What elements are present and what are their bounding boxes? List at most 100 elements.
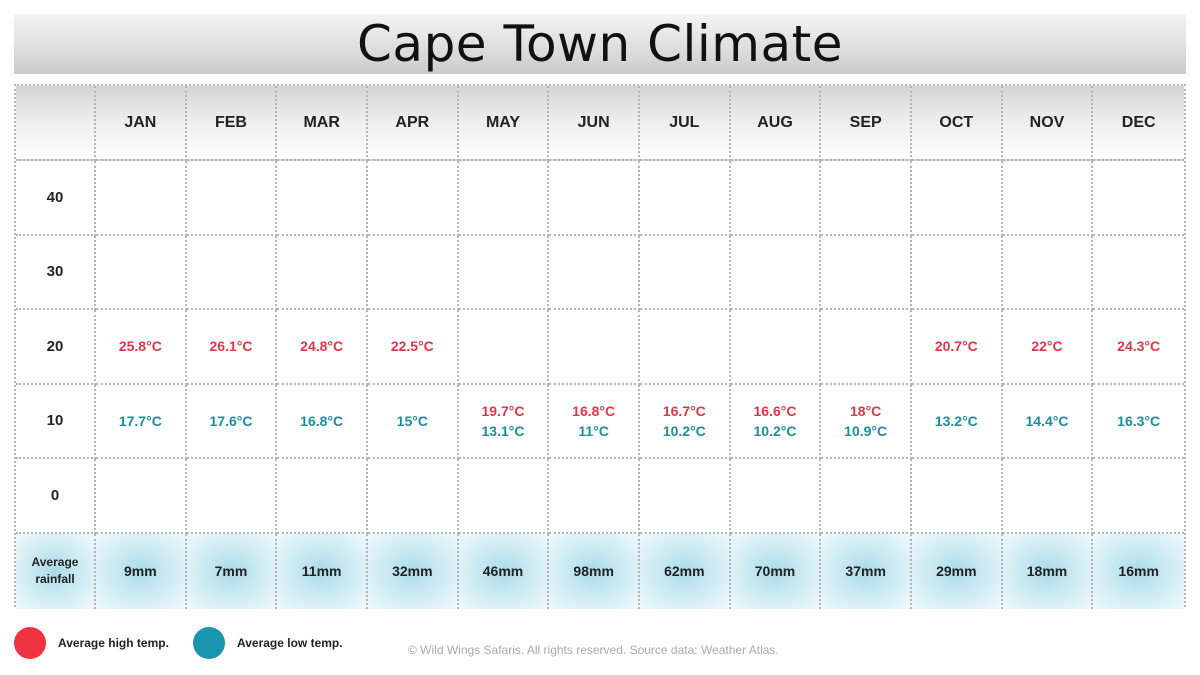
temp-cell <box>821 161 912 236</box>
temp-cell: 13.2°C <box>911 384 1003 459</box>
rainfall-value: 16mm <box>1118 563 1159 579</box>
climate-table: JAN FEB MAR APR MAY JUN JUL AUG SEP OCT NOV DEC 40 30… <box>14 84 1186 609</box>
temp-cell: 24.8°C <box>277 310 368 385</box>
temp-cell <box>1002 459 1094 534</box>
low-temp-label: 10.2°C <box>662 422 706 439</box>
temp-cell <box>911 235 1003 310</box>
month-label: OCT <box>939 113 974 131</box>
legend-high-label: Average high temp. <box>58 636 169 650</box>
low-temp-label: 13.1°C <box>481 422 525 439</box>
month-header-jan: JAN <box>96 86 187 161</box>
temp-cell: 17.6°C <box>186 384 278 459</box>
temp-cell: 22.5°C <box>367 310 459 385</box>
month-label: MAR <box>303 113 340 131</box>
temp-cell: 20.7°C <box>911 310 1003 385</box>
y-tick-text: 0 <box>50 486 60 504</box>
temp-cell <box>911 161 1003 236</box>
temp-cell <box>639 161 731 236</box>
low-temp-label: 10.9°C <box>844 422 888 439</box>
high-temp-label: 22.5°C <box>390 338 434 355</box>
rainfall-value: 98mm <box>573 563 614 579</box>
temp-cell: 16.8°C <box>277 384 368 459</box>
temp-cell <box>277 235 368 310</box>
low-temp-label: 17.7°C <box>118 412 162 429</box>
temp-cell: 26.1°C <box>186 310 278 385</box>
month-label: NOV <box>1029 113 1065 131</box>
rainfall-cell: 7mm <box>186 533 278 609</box>
high-temp-label: 24.8°C <box>300 338 344 355</box>
temp-cell <box>1093 161 1184 236</box>
low-temp-label: 16.3°C <box>1117 412 1161 429</box>
temp-cell <box>730 161 822 236</box>
high-temp-label: 18°C <box>850 402 882 419</box>
temp-cell <box>549 310 640 385</box>
rainfall-cell: 9mm <box>96 533 187 609</box>
temp-cell <box>277 459 368 534</box>
rainfall-value: 9mm <box>123 563 157 579</box>
temp-cell <box>96 161 187 236</box>
month-header-jun: JUN <box>549 86 640 161</box>
temp-cell <box>639 459 731 534</box>
rainfall-cell: 46mm <box>458 533 550 609</box>
rainfall-row-header: Average rainfall <box>16 533 96 609</box>
legend-high: Average high temp. <box>14 627 169 659</box>
rainfall-cell: 11mm <box>277 533 368 609</box>
temp-cell: 19.7°C 13.1°C <box>458 384 550 459</box>
low-temp-label: 16.8°C <box>300 412 344 429</box>
rainfall-value: 32mm <box>392 563 433 579</box>
rainfall-cell: 70mm <box>730 533 822 609</box>
y-tick-text: 20 <box>46 337 64 355</box>
month-header-aug: AUG <box>730 86 822 161</box>
temp-cell: 25.8°C <box>96 310 187 385</box>
temp-cell: 14.4°C <box>1002 384 1094 459</box>
temp-cell: 16.6°C 10.2°C <box>730 384 822 459</box>
y-tick-label: 30 <box>16 235 96 310</box>
temp-cell: 17.7°C <box>96 384 187 459</box>
temp-cell <box>821 235 912 310</box>
high-temp-label: 26.1°C <box>209 338 253 355</box>
temp-cell <box>458 161 550 236</box>
y-tick-label: 40 <box>16 161 96 236</box>
rainfall-value: 18mm <box>1026 563 1068 579</box>
month-label: JAN <box>124 113 157 131</box>
low-temp-label: 15°C <box>396 412 428 429</box>
temp-cell <box>821 310 912 385</box>
rainfall-value: 37mm <box>845 563 886 579</box>
temp-cell <box>458 235 550 310</box>
rainfall-cell: 62mm <box>639 533 731 609</box>
temp-cell <box>458 310 550 385</box>
month-header-jul: JUL <box>639 86 731 161</box>
month-label: MAY <box>485 113 521 131</box>
high-temp-dot-icon <box>14 627 46 659</box>
month-label: APR <box>395 113 430 131</box>
temp-cell <box>96 235 187 310</box>
rainfall-cell: 18mm <box>1002 533 1094 609</box>
high-temp-label: 16.6°C <box>753 402 797 419</box>
rainfall-value: 11mm <box>301 563 342 579</box>
temp-cell <box>730 310 822 385</box>
temp-cell: 16.7°C 10.2°C <box>639 384 731 459</box>
temp-cell <box>367 235 459 310</box>
month-label: AUG <box>757 113 793 131</box>
footer-credit: © Wild Wings Safaris. All rights reserve… <box>408 643 779 657</box>
temp-cell <box>1002 235 1094 310</box>
rainfall-label-line2: rainfall <box>35 572 75 586</box>
chart-title: Cape Town Climate <box>357 15 843 73</box>
temp-cell: 18°C 10.9°C <box>821 384 912 459</box>
month-header-nov: NOV <box>1002 86 1094 161</box>
low-temp-label: 17.6°C <box>209 412 253 429</box>
legend-low: Average low temp. <box>193 627 343 659</box>
legend-low-label: Average low temp. <box>237 636 343 650</box>
rainfall-value: 62mm <box>664 563 705 579</box>
month-header-mar: MAR <box>277 86 368 161</box>
month-label: JUL <box>669 113 700 131</box>
y-tick-text: 10 <box>46 412 64 430</box>
temp-cell: 22°C <box>1002 310 1094 385</box>
month-header-apr: APR <box>367 86 459 161</box>
temp-cell <box>367 459 459 534</box>
low-temp-dot-icon <box>193 627 225 659</box>
month-header-sep: SEP <box>821 86 912 161</box>
rainfall-label-line1: Average <box>31 555 79 569</box>
temp-cell <box>549 459 640 534</box>
low-temp-label: 10.2°C <box>753 422 797 439</box>
